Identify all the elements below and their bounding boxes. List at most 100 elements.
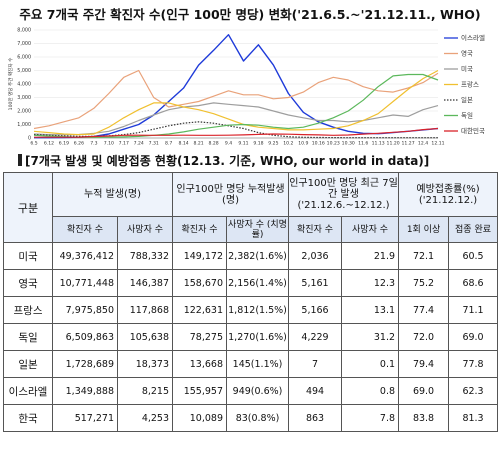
table-cell: 122,631 [172, 296, 228, 324]
x-tick-label: 9.4 [225, 141, 232, 147]
table-row: 영국 10,771,448 146,387 158,670 2,156(1.4%) 5,1… [3, 269, 499, 297]
header-per-million-cumulative: 인구100만 명당 누적발생(명) [172, 172, 290, 217]
table-row: 한국 517,271 4,253 10,089 83(0.8%) 863 7.8 83.8 81… [3, 404, 499, 432]
table-cell: 1,349,888 [52, 377, 118, 405]
subheader: 확진자 수 [52, 216, 118, 243]
row-country-name: 한국 [3, 404, 53, 432]
table-cell: 5,166 [288, 296, 343, 324]
weekly-cases-line-chart: 0 1,000 2,000 3,000 4,000 5,000 6,000 7,000 8,00… [7, 28, 485, 147]
legend-label: 미국 [461, 64, 473, 73]
table-cell: 77.8 [448, 350, 499, 378]
table-cell: 31.2 [341, 323, 400, 351]
legend-label: 독일 [461, 111, 473, 120]
table-title-text: [7개국 발생 및 예방접종 현황(12.13. 기준, WHO, our wo… [25, 154, 430, 168]
y-tick-label: 1,000 [17, 122, 31, 128]
x-tick-label: 8.21 [193, 141, 203, 147]
x-tick-label: 11.13 [372, 141, 385, 147]
table-cell: 71.1 [448, 296, 499, 324]
x-tick-label: 10.30 [342, 141, 355, 147]
table-body: 미국 49,376,412 788,332 149,172 2,382(1.6%) 2,0… [3, 242, 499, 432]
x-tick-label: 7.3 [90, 141, 97, 147]
x-tick-label: 9.11 [238, 141, 248, 147]
row-country-name: 영국 [3, 269, 53, 297]
legend-label: 이스라엘 [461, 33, 485, 42]
x-axis-tick-labels: 6.5 6.12 6.19 6.26 7.3 7.10 7.17 7.24 7.31 8.7 8.1… [30, 141, 444, 147]
x-tick-label: 12.4 [418, 141, 428, 147]
legend-label: 프랑스 [461, 81, 479, 89]
table-cell: 145(1.1%) [226, 350, 290, 378]
table-cell: 2,036 [288, 242, 343, 270]
title-bar-marker [18, 154, 22, 166]
x-tick-label: 11.6 [358, 141, 368, 147]
table-cell: 0.8 [341, 377, 400, 405]
x-tick-label: 10.16 [312, 141, 325, 147]
table-cell: 117,868 [116, 296, 174, 324]
series-line-3 [33, 69, 439, 136]
x-tick-label: 8.14 [179, 141, 189, 147]
x-tick-label: 6.19 [59, 141, 69, 147]
table-cell: 7.8 [341, 404, 400, 432]
row-country-name: 프랑스 [3, 296, 53, 324]
table-cell: 68.6 [448, 269, 499, 297]
subheader: 1회 이상 [398, 216, 450, 243]
table-cell: 949(0.6%) [226, 377, 290, 405]
series-line-2 [33, 102, 439, 136]
table-cell: 75.2 [398, 269, 450, 297]
table-cell: 7 [288, 350, 343, 378]
table-cell: 69.0 [398, 377, 450, 405]
series-line-5 [33, 73, 439, 138]
table-row: 미국 49,376,412 788,332 149,172 2,382(1.6%) 2,0… [3, 242, 499, 270]
table-cell: 62.3 [448, 377, 499, 405]
table-cell: 10,089 [172, 404, 228, 432]
x-tick-label: 6.5 [30, 141, 37, 147]
table-cell: 13.1 [341, 296, 400, 324]
table-cell: 788,332 [116, 242, 174, 270]
y-tick-label: 3,000 [17, 95, 31, 101]
row-country-name: 독일 [3, 323, 53, 351]
table-cell: 105,638 [116, 323, 174, 351]
row-country-name: 일본 [3, 350, 53, 378]
x-tick-label: 8.7 [165, 141, 172, 147]
table-cell: 1,728,689 [52, 350, 118, 378]
y-tick-label: 4,000 [17, 82, 31, 88]
x-tick-label: 7.10 [104, 141, 114, 147]
table-cell: 13,668 [172, 350, 228, 378]
header-vaccination: 예방접종률(%) ('21.12.12.) [398, 172, 499, 217]
subheader: 확진자 수 [172, 216, 228, 243]
table-cell: 78,275 [172, 323, 228, 351]
header-corner: 구분 [3, 172, 53, 243]
table-cell: 0.1 [341, 350, 400, 378]
series-line-6 [34, 127, 439, 138]
table-cell: 60.5 [448, 242, 499, 270]
table-row: 일본 1,728,689 18,373 13,668 145(1.1%) 7 0.1 79.4… [3, 350, 499, 378]
table-cell: 18,373 [116, 350, 174, 378]
subheader: 사망자 수 [116, 216, 174, 243]
x-tick-label: 10.23 [327, 141, 340, 147]
x-tick-label: 10.9 [298, 141, 308, 147]
table-cell: 155,957 [172, 377, 228, 405]
table-cell: 83(0.8%) [226, 404, 290, 432]
table-cell: 149,172 [172, 242, 228, 270]
series-line-1 [33, 69, 439, 130]
x-tick-label: 7.24 [134, 141, 144, 147]
table-cell: 517,271 [52, 404, 118, 432]
x-tick-label: 11.27 [401, 141, 414, 147]
table-cell: 2,382(1.6%) [226, 242, 290, 270]
table-cell: 1,812(1.5%) [226, 296, 290, 324]
table-cell: 8,215 [116, 377, 174, 405]
header-per-million-recent: 인구100만 명당 최근 7일간 발생 ('21.12.6.~12.12.) [288, 172, 400, 217]
y-tick-label: 5,000 [17, 68, 31, 74]
y-tick-label: 0 [28, 136, 31, 142]
table-cell: 158,670 [172, 269, 228, 297]
row-country-name: 이스라엘 [3, 377, 53, 405]
table-cell: 69.0 [448, 323, 499, 351]
subheader: 접종 완료 [448, 216, 499, 243]
y-tick-label: 7,000 [17, 41, 31, 47]
table-cell: 83.8 [398, 404, 450, 432]
table-cell: 12.3 [341, 269, 400, 297]
subheader: 사망자 수 [341, 216, 400, 243]
y-axis-label: 100만 명당 주간 확진자 수 [7, 58, 14, 111]
chart-title: 주요 7개국 주간 확진자 수(인구 100만 명당) 변화('21.6.5.~… [19, 7, 481, 22]
table-cell: 77.4 [398, 296, 450, 324]
